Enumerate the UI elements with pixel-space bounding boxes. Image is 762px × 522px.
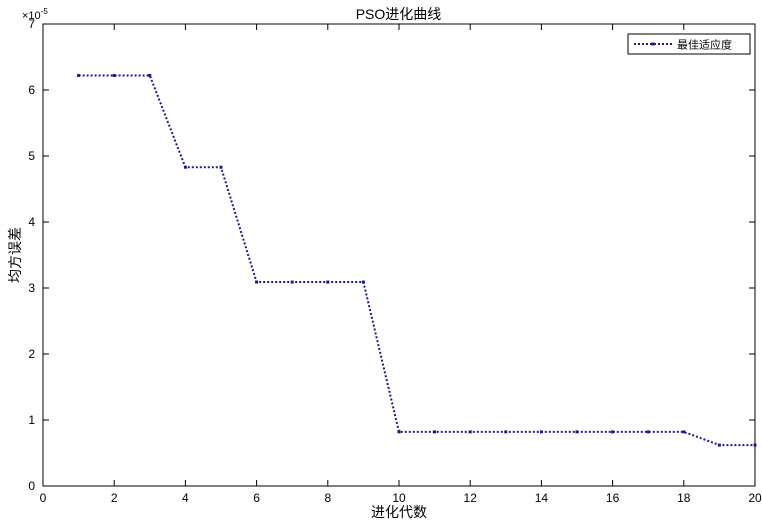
data-point: [539, 430, 543, 434]
plot-area: [42, 23, 756, 487]
legend-marker-sample: [651, 42, 655, 46]
data-point: [433, 430, 437, 434]
x-tick-label: 8: [324, 491, 331, 505]
x-tick-label: 14: [535, 491, 549, 505]
y-tick-label: 4: [28, 215, 35, 229]
legend-entry: 最佳适应度: [677, 38, 732, 52]
x-axis: 0 2 4 6 8 10 12 14 16 18 20: [40, 24, 762, 505]
y-axis: 0 1 2 3 4 5 6 7: [28, 17, 755, 493]
data-point: [77, 73, 81, 77]
y-tick-label: 1: [28, 413, 35, 427]
x-tick-label: 6: [253, 491, 260, 505]
data-point: [468, 430, 472, 434]
data-point: [504, 430, 508, 434]
data-point: [575, 430, 579, 434]
x-tick-label: 20: [748, 491, 762, 505]
series-line: [78, 74, 755, 447]
y-tick-label: 6: [28, 83, 35, 97]
x-tick-label: 12: [464, 491, 478, 505]
x-tick-label: 10: [392, 491, 406, 505]
y-tick-label: 7: [28, 17, 35, 31]
data-point: [290, 280, 294, 284]
data-point: [361, 280, 365, 284]
data-point: [753, 443, 757, 447]
data-point: [255, 280, 259, 284]
y-tick-label: 3: [28, 281, 35, 295]
y-tick-label: 5: [28, 149, 35, 163]
y-tick-label: 0: [28, 479, 35, 493]
data-point: [219, 165, 223, 169]
data-point: [148, 73, 152, 77]
data-point: [682, 430, 686, 434]
data-point: [717, 443, 721, 447]
series-layer: [77, 73, 757, 447]
chart-title: PSO进化曲线: [356, 6, 442, 22]
x-tick-label: 16: [606, 491, 620, 505]
data-point: [326, 280, 330, 284]
x-tick-label: 0: [40, 491, 47, 505]
x-tick-label: 18: [677, 491, 691, 505]
svg-text:×10-5: ×10-5: [22, 7, 48, 22]
data-point: [112, 73, 116, 77]
x-tick-label: 2: [111, 491, 118, 505]
x-axis-label: 进化代数: [371, 504, 427, 520]
x-tick-label: 4: [182, 491, 189, 505]
legend: 最佳适应度: [627, 33, 751, 55]
data-point: [397, 430, 401, 434]
data-point: [183, 165, 187, 169]
y-tick-label: 2: [28, 347, 35, 361]
data-point: [646, 430, 650, 434]
legend-box: [627, 33, 751, 55]
y-exponent-label: ×10-5: [22, 7, 48, 22]
y-axis-label: 均方误差: [7, 227, 23, 283]
data-point: [611, 430, 615, 434]
